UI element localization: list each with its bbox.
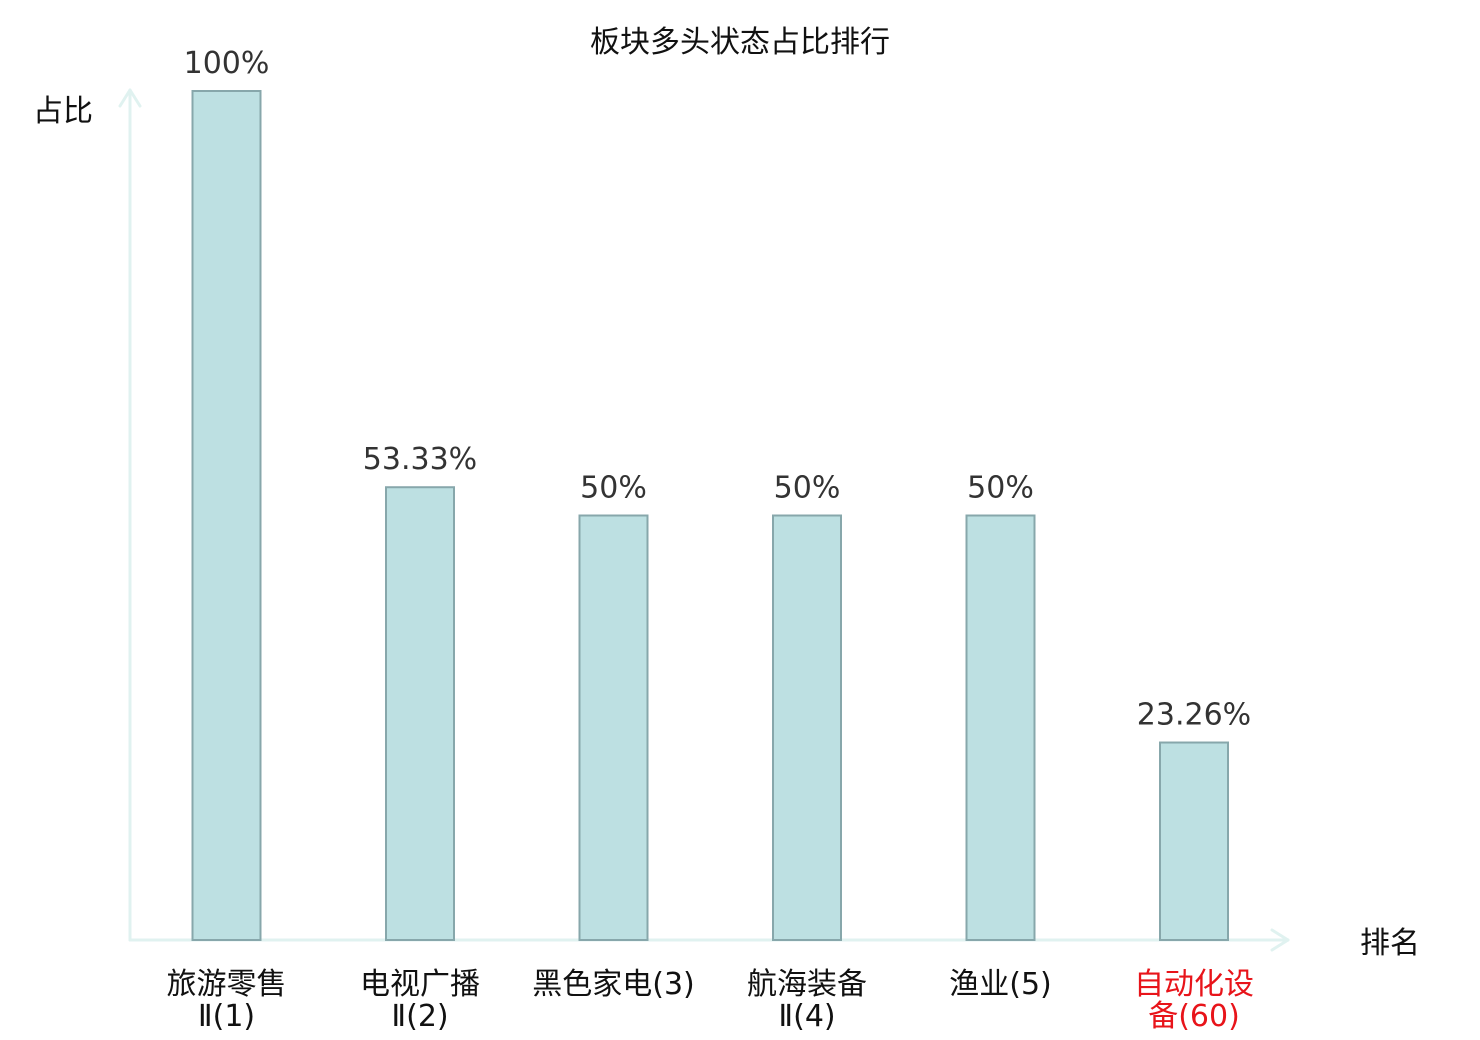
value-label: 50% xyxy=(580,471,647,506)
value-label: 53.33% xyxy=(363,442,477,477)
bar xyxy=(965,514,1036,941)
chart-title: 板块多头状态占比排行 xyxy=(590,25,890,60)
category-label: 自动化设 xyxy=(1134,967,1254,1002)
category-label: 渔业(5) xyxy=(949,967,1052,1002)
value-label: 23.26% xyxy=(1137,698,1251,733)
category-label: 航海装备 xyxy=(747,967,867,1002)
x-axis-arrow xyxy=(1270,928,1290,952)
category-label: Ⅱ(4) xyxy=(778,999,835,1034)
category-label: 电视广播 xyxy=(360,967,480,1002)
bar xyxy=(191,90,262,941)
bar xyxy=(578,514,649,941)
bar xyxy=(385,486,455,941)
value-label: 100% xyxy=(184,46,270,81)
value-label: 50% xyxy=(967,471,1034,506)
x-axis-label: 排名 xyxy=(1360,926,1420,961)
category-label: 黑色家电(3) xyxy=(532,967,695,1002)
bars xyxy=(191,90,1229,941)
y-axis-label: 占比 xyxy=(33,94,93,129)
axes xyxy=(118,88,1290,952)
y-axis-arrow xyxy=(118,88,142,108)
category-label: 旅游零售 xyxy=(167,967,287,1002)
bar xyxy=(772,514,842,941)
value-label: 50% xyxy=(774,471,841,506)
category-label: Ⅱ(1) xyxy=(198,999,255,1034)
category-label: 备(60) xyxy=(1148,999,1240,1034)
category-label: Ⅱ(2) xyxy=(391,999,448,1034)
bar xyxy=(1159,741,1229,941)
value-labels: 100% 53.33% 50% 50% 50% 23.26% xyxy=(184,46,1252,733)
